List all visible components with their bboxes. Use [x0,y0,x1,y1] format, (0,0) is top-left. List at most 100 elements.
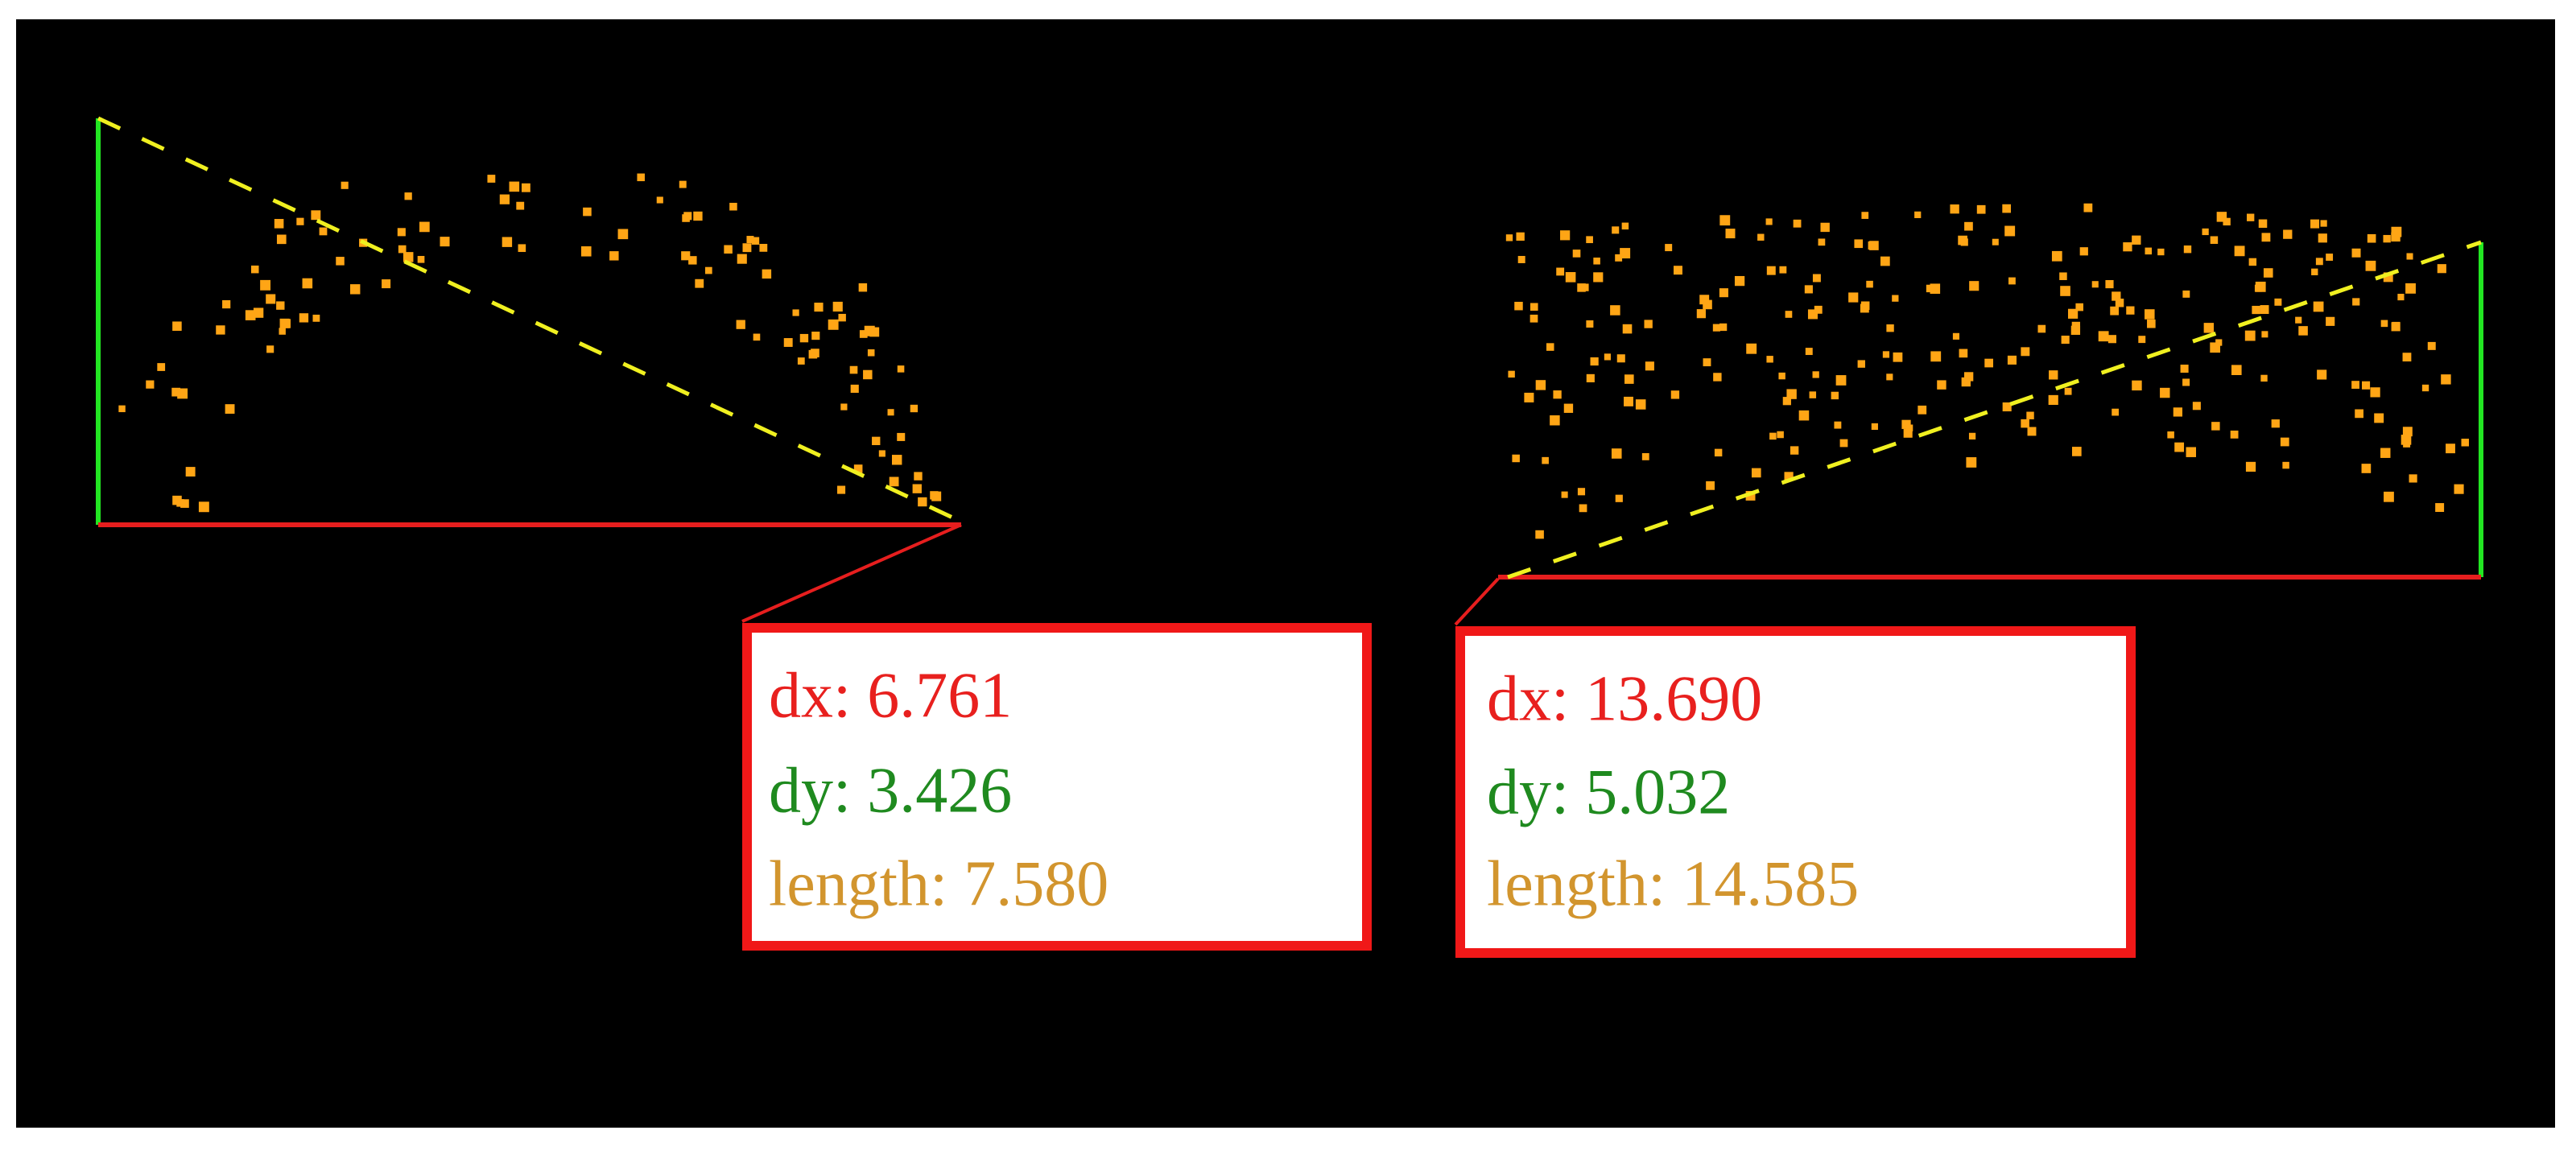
point [2252,305,2260,315]
point [1868,241,1876,250]
point [1714,448,1723,457]
point [2326,316,2335,326]
point [2230,430,2239,439]
point [2409,474,2417,483]
point [617,229,629,240]
point [2427,341,2436,350]
point [1880,256,1890,266]
point [1769,432,1777,440]
point [1812,371,1819,378]
point [918,497,927,507]
point [1553,390,1562,399]
point [746,236,754,244]
point [1930,283,1941,294]
point [1952,332,1960,340]
point [1586,320,1594,328]
length-line [97,116,963,524]
point [260,279,271,291]
point [2405,283,2416,294]
point [253,307,264,318]
point [419,221,430,233]
point [2260,305,2269,315]
point [2064,387,2072,395]
point [2260,374,2268,382]
point [1514,301,1523,311]
point [402,252,414,262]
point [1512,454,1520,463]
point [2254,284,2262,292]
point [2145,247,2153,255]
point [180,499,189,508]
point [1673,266,1682,275]
point [1577,488,1586,496]
point [2027,427,2037,436]
point [222,299,231,309]
point [1703,358,1711,367]
point [1546,343,1554,351]
point [1918,405,1927,415]
point [853,464,863,473]
point [2392,321,2401,330]
point [1893,352,1903,362]
point [2282,461,2289,469]
point [2132,235,2141,245]
point [2183,245,2192,254]
point [2123,242,2132,252]
point [695,278,704,288]
point [2126,306,2135,315]
point [2048,394,2058,406]
point [2059,272,2067,280]
point [1616,354,1625,363]
point [266,345,275,353]
point [2160,387,2170,398]
point [2435,503,2445,513]
point [1530,314,1538,323]
point [2203,323,2215,333]
point [1745,490,1756,501]
background [16,19,2555,1128]
point [897,365,905,373]
point [1892,295,1899,302]
point [858,283,868,292]
point [838,313,846,322]
point [1615,254,1623,262]
point [1505,234,1513,241]
point [2315,258,2323,266]
point [1950,204,1959,214]
point [2107,335,2116,344]
point [1610,305,1620,316]
point [1831,391,1839,400]
point [850,384,859,394]
point [931,491,942,501]
point [312,314,320,322]
point [1905,424,1913,431]
point [783,338,793,347]
point [1644,320,1653,328]
point [1777,431,1784,439]
point [1798,410,1810,421]
point [172,321,182,331]
dx-text: dx: 6.761 [769,660,1012,731]
point [2326,254,2334,261]
point [753,333,761,341]
point [198,501,209,513]
point [2352,298,2360,306]
point [2202,228,2209,236]
point [1593,258,1600,265]
point [1699,295,1710,305]
leader-line [1454,577,1500,626]
point [2147,319,2156,328]
point [840,403,848,410]
point [1516,232,1525,241]
point [2174,442,2185,452]
point [2008,277,2016,285]
point [859,330,868,338]
point [759,244,768,252]
point [1834,421,1842,429]
measure-box [1455,626,2136,958]
point [2406,253,2413,260]
point [281,319,291,328]
point [398,245,407,254]
point [1563,403,1574,413]
